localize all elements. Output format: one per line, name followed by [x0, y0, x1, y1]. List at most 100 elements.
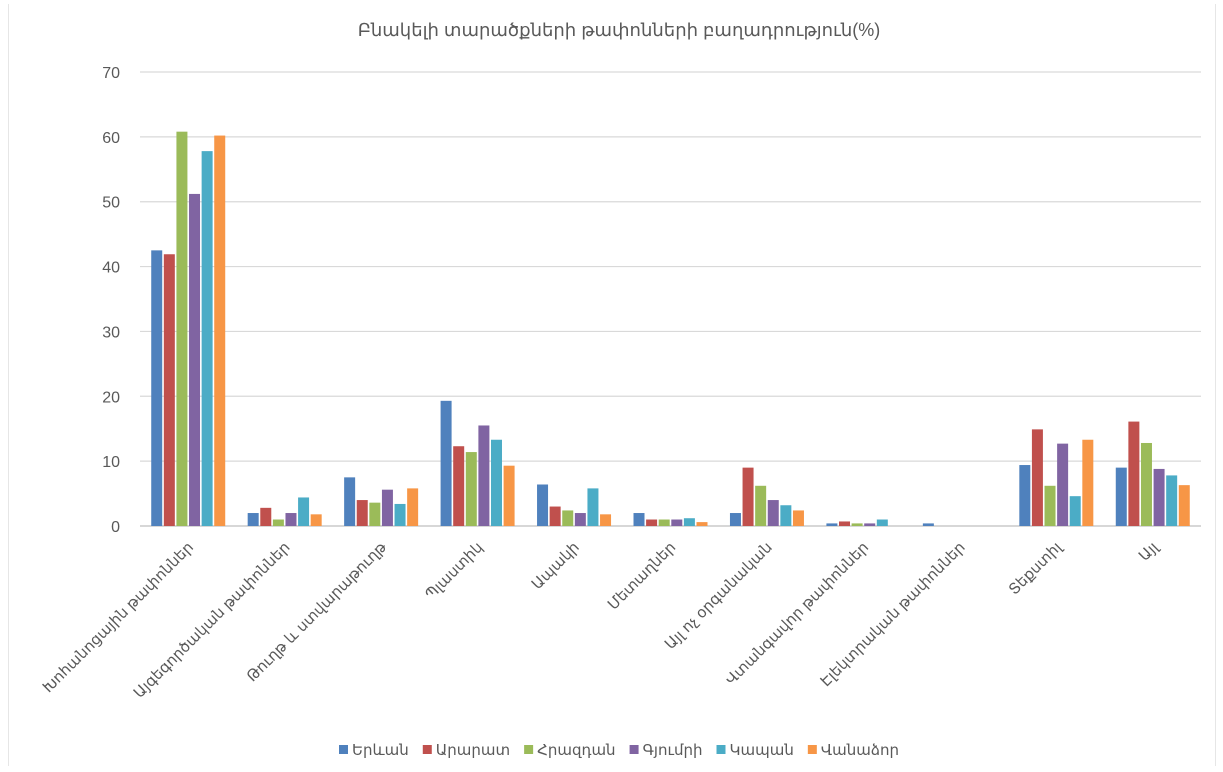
- x-tick-label: Այլ: [1136, 538, 1163, 565]
- legend-label: Արարատ: [436, 742, 510, 759]
- bar: [600, 514, 612, 526]
- bar: [826, 523, 838, 526]
- bar: [440, 400, 452, 526]
- bar: [646, 519, 658, 526]
- bar: [1115, 467, 1127, 526]
- bar: [549, 506, 561, 526]
- legend-item: Երևան: [339, 742, 409, 759]
- bar: [369, 502, 381, 526]
- bar: [851, 523, 863, 526]
- legend-item: Հրազդան: [524, 742, 616, 759]
- bar: [285, 513, 297, 526]
- bar: [1044, 485, 1056, 526]
- legend-swatch: [422, 745, 432, 754]
- bar: [683, 518, 695, 526]
- legend-item: Գյումրի: [629, 742, 703, 759]
- bar: [1019, 465, 1031, 526]
- legend-label: Կապան: [730, 742, 794, 759]
- x-tick-label: Այլ ոչ օրգանական: [662, 539, 776, 653]
- y-tick-label: 40: [102, 260, 120, 277]
- bar: [176, 131, 188, 526]
- bar: [272, 519, 284, 526]
- bar: [729, 513, 741, 526]
- bar: [864, 523, 876, 526]
- x-tick-label: Այգեգործական թափոններ: [131, 539, 294, 702]
- legend-swatch: [716, 745, 726, 754]
- legend-item: Կապան: [716, 742, 794, 759]
- legend-swatch: [807, 745, 817, 754]
- x-tick-label: Տեքստիլ: [1006, 538, 1066, 598]
- bar: [151, 250, 163, 526]
- bar: [839, 521, 851, 526]
- bar: [394, 503, 406, 526]
- bar: [163, 254, 175, 526]
- legend-label: Երևան: [352, 742, 409, 759]
- bar: [1166, 475, 1178, 526]
- bar: [214, 135, 226, 526]
- bar: [381, 489, 393, 526]
- bar: [189, 193, 201, 526]
- bar: [755, 485, 767, 526]
- y-tick-label: 50: [102, 195, 120, 212]
- bar: [537, 484, 549, 526]
- bar: [574, 513, 586, 526]
- bar: [503, 465, 515, 526]
- legend-label: Հրազդան: [537, 742, 615, 759]
- legend-swatch: [339, 745, 348, 754]
- chart-title: Բնակելի տարածքների թափոնների բաղադրությո…: [358, 20, 881, 40]
- bar: [247, 513, 259, 526]
- bar: [298, 497, 310, 526]
- bar: [201, 151, 213, 526]
- legend-swatch: [524, 745, 534, 754]
- bar: [922, 523, 934, 526]
- bar: [465, 452, 477, 526]
- y-tick-label: 30: [102, 324, 120, 341]
- bar: [671, 519, 683, 526]
- y-tick-label: 10: [102, 454, 120, 471]
- x-tick-label: Խոհանոցային թափոններ: [40, 539, 197, 696]
- legend-label: Վանաձոր: [821, 742, 899, 759]
- legend-item: Վանաձոր: [807, 742, 899, 759]
- bar: [780, 505, 792, 526]
- y-tick-label: 60: [102, 130, 120, 147]
- y-axis-ticks: 0 10 20 30 40 50 60 70: [102, 65, 120, 536]
- bar: [792, 510, 804, 526]
- legend-swatch: [629, 745, 639, 754]
- grid-lines: [140, 71, 1201, 527]
- bar: [356, 500, 368, 526]
- legend-label: Գյումրի: [643, 742, 703, 759]
- bar: [310, 514, 322, 526]
- bar: [696, 522, 708, 526]
- bar: [1069, 496, 1081, 526]
- bar: [1140, 442, 1152, 526]
- bar: [767, 500, 779, 526]
- bar: [633, 513, 645, 526]
- legend-item: Արարատ: [422, 742, 510, 759]
- bar: [876, 519, 888, 526]
- bar: [1057, 443, 1069, 526]
- y-tick-label: 0: [111, 519, 120, 536]
- bar: [407, 488, 419, 526]
- bar: [587, 488, 599, 526]
- chart-frame: [8, 4, 1216, 766]
- bar: [1031, 429, 1043, 526]
- bar: [1153, 468, 1165, 526]
- bar: [1082, 439, 1094, 526]
- bar: [490, 439, 502, 526]
- bar: [344, 477, 356, 526]
- legend: Երևան Արարատ Հրազդան Գյումրի Կապան Վանաձոր: [339, 742, 899, 759]
- bars: [151, 131, 1190, 526]
- x-tick-label: Պլաստիկ: [422, 539, 486, 603]
- bar: [742, 467, 754, 526]
- bar: [260, 507, 272, 526]
- y-tick-label: 70: [102, 65, 120, 82]
- y-tick-label: 20: [102, 389, 120, 406]
- bar: [453, 446, 465, 526]
- bar: [1128, 421, 1140, 526]
- bar: [1178, 485, 1190, 526]
- x-tick-label: Մետաղներ: [605, 539, 680, 614]
- bar: [478, 425, 490, 526]
- bar: [562, 510, 574, 526]
